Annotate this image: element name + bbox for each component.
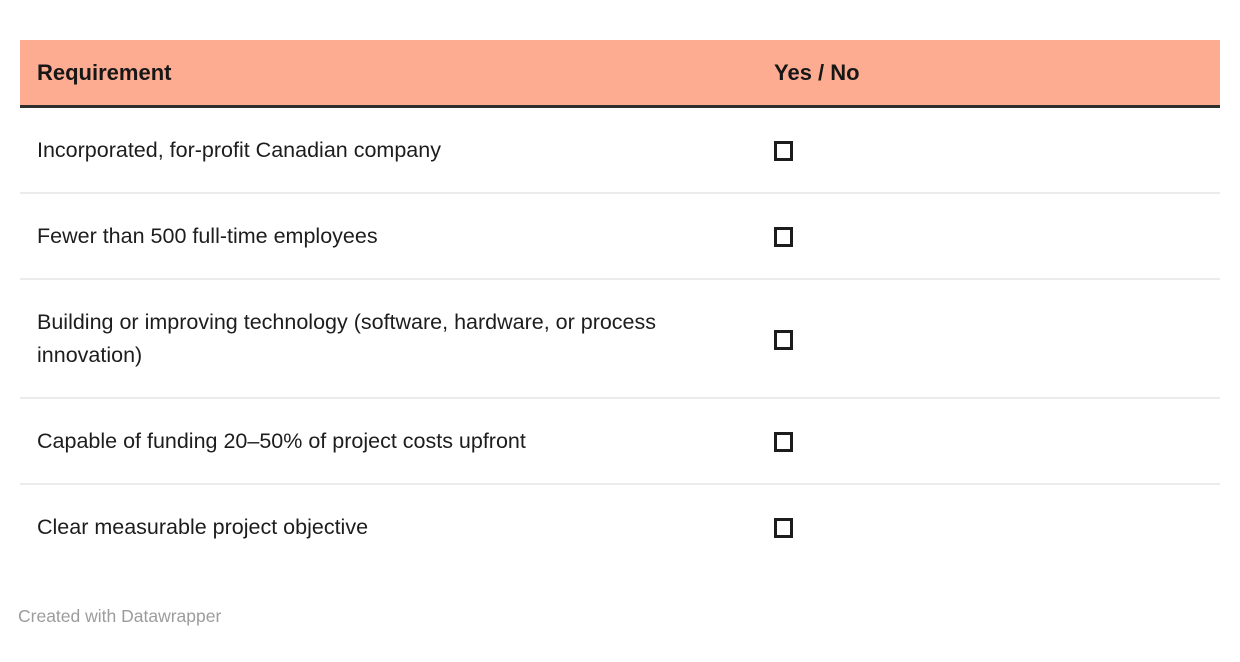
column-header-requirement: Requirement: [20, 40, 757, 108]
checkbox-icon[interactable]: [774, 518, 793, 539]
checkbox-cell: [757, 484, 1220, 569]
requirements-table: Requirement Yes / No Incorporated, for-p…: [20, 40, 1220, 569]
datawrapper-attribution-link[interactable]: Created with Datawrapper: [18, 606, 222, 626]
requirement-cell: Incorporated, for-profit Canadian compan…: [20, 106, 757, 194]
datawrapper-table-embed: Requirement Yes / No Incorporated, for-p…: [18, 40, 1220, 627]
requirement-cell: Fewer than 500 full-time employees: [20, 193, 757, 280]
column-header-yes-no: Yes / No: [757, 40, 1220, 108]
table-row: Clear measurable project objective: [20, 484, 1220, 569]
table-row: Incorporated, for-profit Canadian compan…: [20, 106, 1220, 194]
attribution-footer: Created with Datawrapper: [18, 605, 1220, 627]
requirement-cell: Capable of funding 20–50% of project cos…: [20, 398, 757, 485]
checkbox-cell: [757, 279, 1220, 399]
checkbox-icon[interactable]: [774, 432, 793, 453]
checkbox-cell: [757, 193, 1220, 280]
checkbox-cell: [757, 398, 1220, 485]
checkbox-icon[interactable]: [774, 329, 793, 350]
table-row: Building or improving technology (softwa…: [20, 279, 1220, 399]
checkbox-cell: [757, 106, 1220, 194]
requirement-cell: Building or improving technology (softwa…: [20, 279, 757, 399]
checkbox-icon[interactable]: [774, 227, 793, 248]
requirement-cell: Clear measurable project objective: [37, 515, 369, 539]
checkbox-icon[interactable]: [774, 141, 793, 162]
table-row: Fewer than 500 full-time employees: [20, 193, 1220, 280]
table-row: Capable of funding 20–50% of project cos…: [20, 398, 1220, 485]
header-row: Requirement Yes / No: [20, 40, 1220, 108]
